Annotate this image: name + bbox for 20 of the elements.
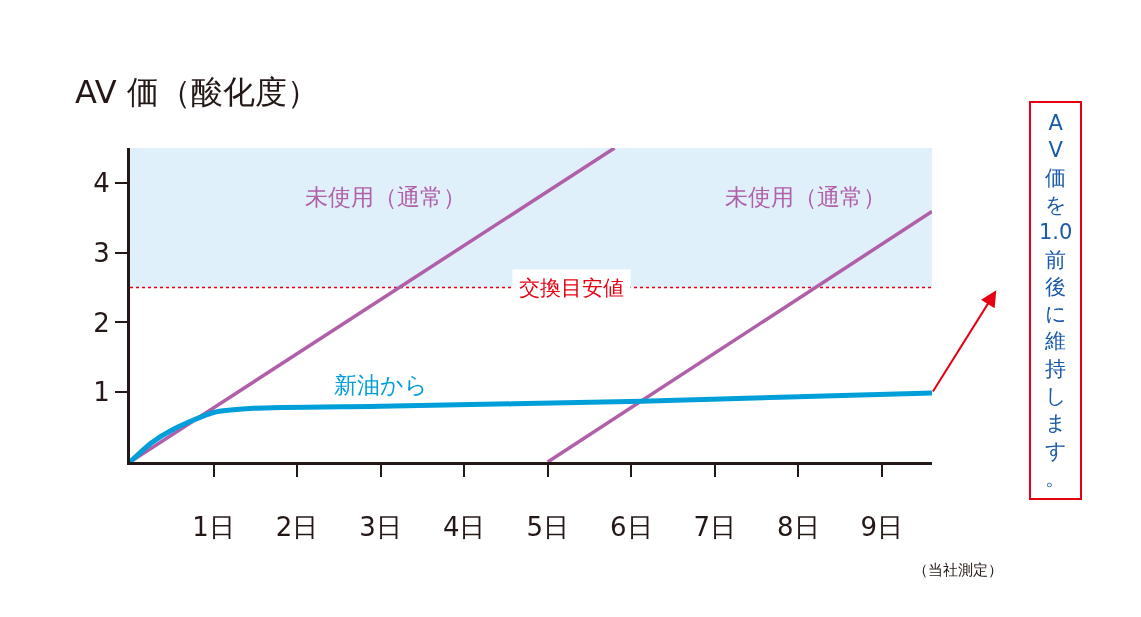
x-tick-label: 4日 <box>442 512 486 543</box>
x-tick-label: 5日 <box>526 512 569 543</box>
y-tick-label: 3 <box>93 237 110 268</box>
y-tick-label: 4 <box>93 167 110 198</box>
ref-line-label: 交換目安値 <box>519 276 624 300</box>
series-label: 未使用（通常） <box>725 184 886 210</box>
x-tick-label: 1日 <box>192 512 235 543</box>
series-label: 新油から <box>334 372 428 398</box>
x-tick-label: 3日 <box>359 512 402 543</box>
x-tick-label: 6日 <box>609 512 653 543</box>
y-tick-label: 1 <box>93 377 110 408</box>
y-tick-label: 2 <box>93 307 110 338</box>
chart-title: AV 価（酸化度） <box>75 73 319 112</box>
text: （当社測定） <box>913 561 1003 579</box>
x-tick-label: 8日 <box>777 512 820 543</box>
x-tick-label: 9日 <box>860 512 904 543</box>
x-tick-label: 7日 <box>693 512 737 543</box>
text: AV価を1.0前後に維持します。 <box>1039 111 1073 490</box>
series-label: 未使用（通常） <box>305 184 466 210</box>
x-tick-label: 2日 <box>275 512 319 543</box>
